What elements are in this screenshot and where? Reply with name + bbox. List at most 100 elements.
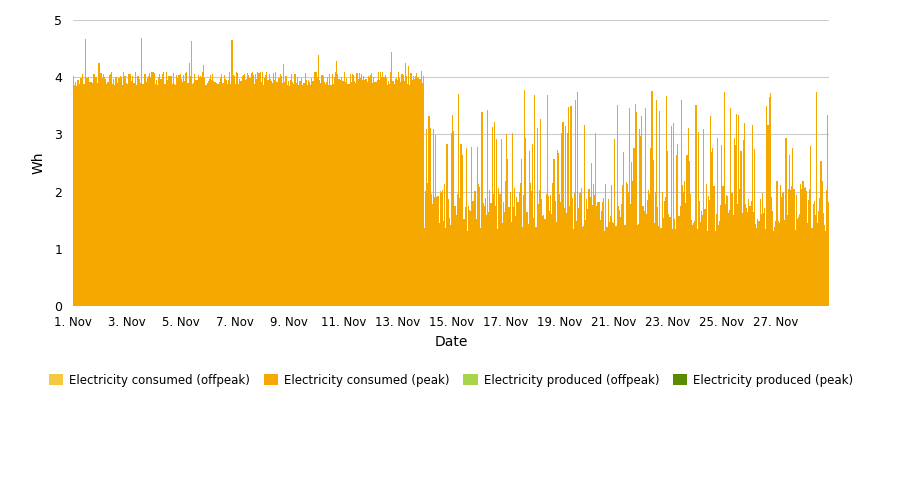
Bar [161,74,162,306]
Bar [638,224,640,306]
Bar [155,84,156,306]
Bar [149,73,151,306]
Bar [180,79,182,306]
Bar [753,212,754,306]
Bar [216,84,218,306]
Bar [134,72,135,306]
Bar [711,152,713,306]
Bar [744,123,745,306]
Bar [516,197,518,306]
Bar [309,82,310,306]
Bar [795,230,796,306]
Bar [207,81,209,306]
Bar [733,138,735,306]
Bar [624,225,626,306]
Bar [813,204,814,306]
Bar [663,218,664,306]
Bar [370,75,371,306]
Bar [94,74,95,306]
Bar [492,194,493,306]
Bar [554,159,555,306]
Bar [459,199,460,306]
Bar [760,214,762,306]
Bar [532,144,533,306]
Bar [330,85,332,306]
Bar [343,81,344,306]
Bar [803,181,804,306]
Bar [396,78,397,306]
Bar [706,231,708,306]
Bar [723,92,724,306]
Bar [543,215,545,306]
Bar [737,204,738,306]
Bar [98,63,99,306]
Bar [640,136,641,306]
Bar [746,208,747,306]
Bar [99,73,101,306]
Bar [452,115,453,306]
Bar [573,229,574,306]
Bar [165,84,166,306]
Bar [283,64,284,306]
Bar [628,192,629,306]
Bar [732,215,733,306]
Bar [171,84,173,306]
Bar [510,191,511,306]
Bar [787,189,789,306]
Bar [397,80,398,306]
Bar [699,201,700,306]
Bar [80,78,81,306]
Bar [664,201,665,306]
Bar [387,85,388,306]
Bar [196,80,197,306]
Bar [285,76,287,306]
Bar [466,231,468,306]
Bar [311,78,312,306]
Bar [305,73,306,306]
Bar [606,227,608,306]
Bar [790,190,791,306]
Bar [519,192,520,306]
Bar [509,207,510,306]
Bar [534,95,536,306]
Bar [681,100,682,306]
Bar [565,126,566,306]
Bar [724,204,726,306]
Bar [525,138,527,306]
Bar [777,181,778,306]
Bar [800,184,801,306]
Bar [76,86,77,306]
Bar [167,80,169,306]
Bar [400,82,401,306]
Bar [695,105,696,306]
Bar [690,194,691,306]
Bar [610,215,611,306]
Bar [659,111,660,306]
Bar [504,212,505,306]
Bar [79,84,80,306]
Bar [122,85,124,306]
Bar [320,83,321,306]
Bar [371,73,373,306]
Bar [789,155,790,306]
Bar [560,201,561,306]
Bar [398,72,400,306]
Bar [665,197,666,306]
Bar [248,75,250,306]
Bar [117,79,119,306]
Bar [776,221,777,306]
Bar [658,227,659,306]
Bar [754,149,755,306]
Bar [173,73,174,306]
Bar [232,40,233,306]
Bar [480,228,482,306]
Bar [645,107,646,306]
Bar [771,197,772,306]
Bar [258,73,260,306]
Bar [148,76,149,306]
Bar [110,74,111,306]
Bar [697,133,699,306]
Bar [608,200,609,306]
Bar [637,225,638,306]
Bar [786,138,787,306]
